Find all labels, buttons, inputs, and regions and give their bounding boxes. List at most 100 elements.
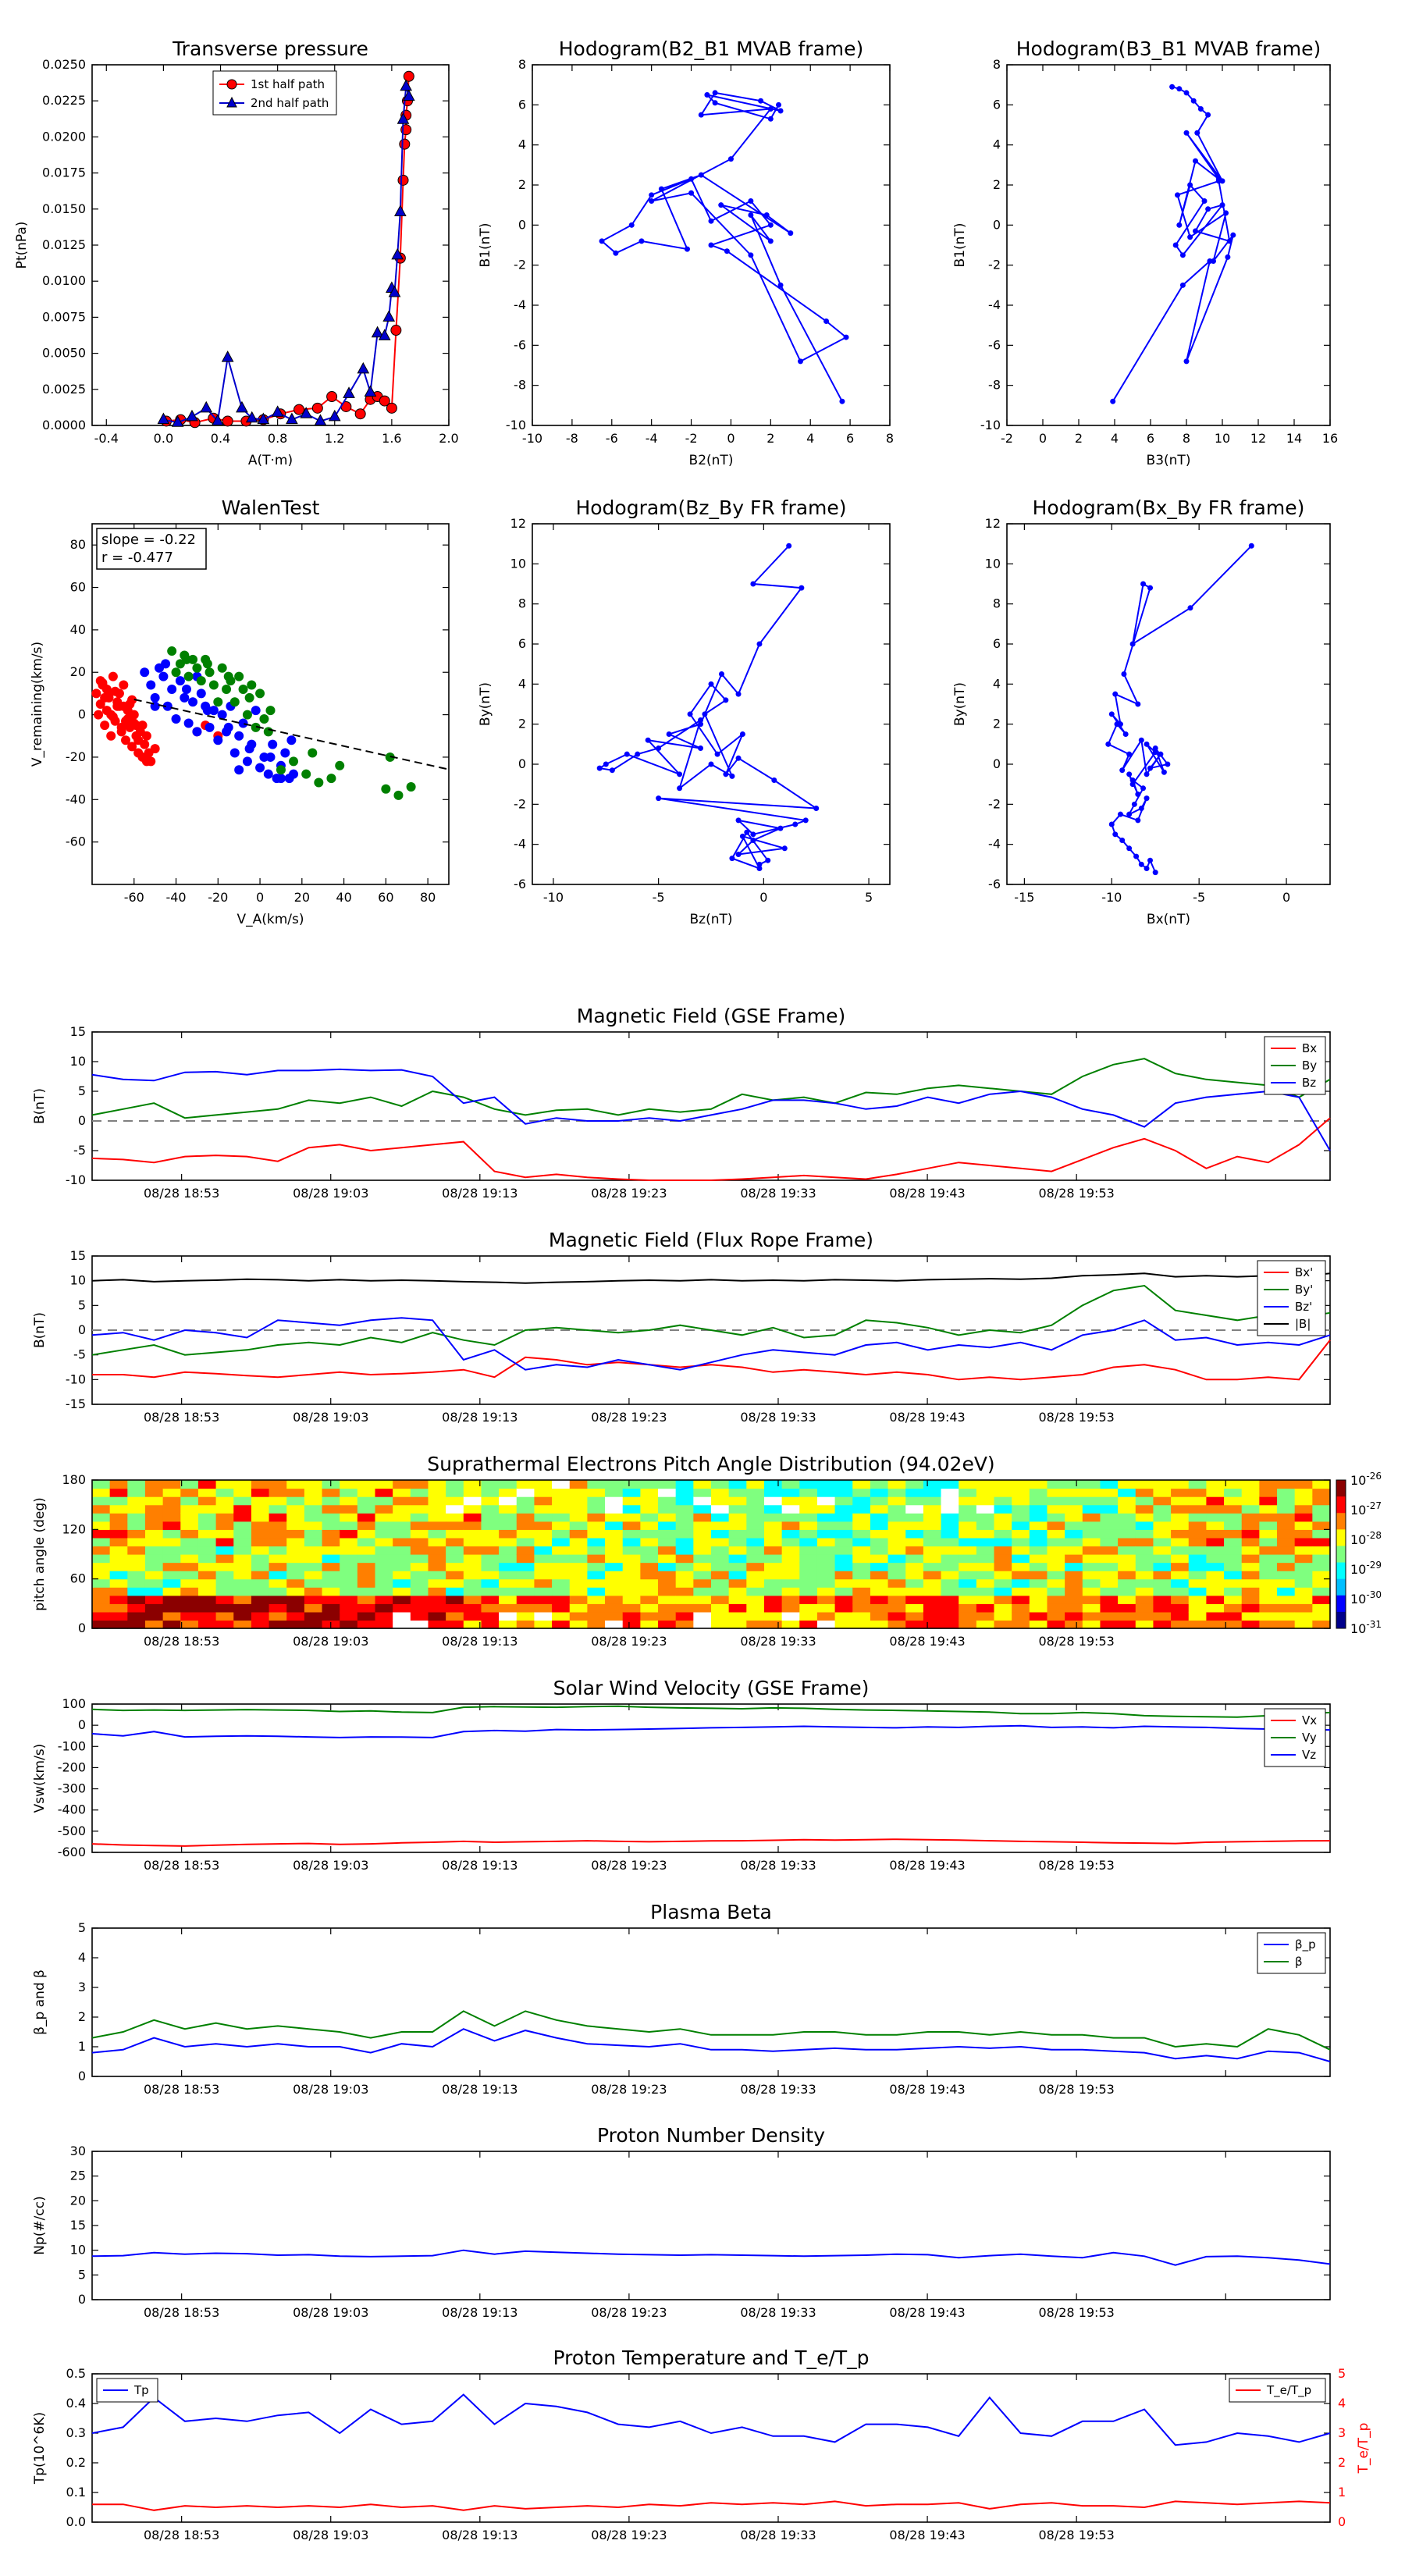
heatmap-cell bbox=[640, 1513, 659, 1522]
heatmap-cell bbox=[410, 1611, 429, 1621]
heatmap-cell bbox=[251, 1513, 270, 1522]
heatmap-cell bbox=[1188, 1529, 1207, 1539]
heatmap-cell bbox=[1224, 1521, 1243, 1530]
heatmap-cell bbox=[410, 1554, 429, 1564]
heatmap-cell bbox=[322, 1521, 340, 1530]
heatmap-cell bbox=[1065, 1562, 1083, 1571]
y-tick-label: 0 bbox=[78, 1621, 86, 1635]
heatmap-cell bbox=[1100, 1578, 1119, 1588]
heatmap-cell bbox=[763, 1611, 783, 1621]
heatmap-cell bbox=[304, 1504, 323, 1514]
data-point bbox=[649, 198, 655, 205]
heatmap-cell bbox=[1241, 1603, 1260, 1613]
heatmap-cell bbox=[233, 1496, 252, 1506]
heatmap-cell bbox=[428, 1504, 446, 1514]
data-point bbox=[94, 710, 104, 720]
heatmap-cell bbox=[1029, 1562, 1048, 1571]
chart-hodogram-bx-by: Hodogram(Bx_By FR frame)Bx(nT)By(nT)-15-… bbox=[952, 496, 1331, 927]
heatmap-cell bbox=[834, 1504, 853, 1514]
data-point bbox=[245, 411, 258, 423]
y-tick-label: -400 bbox=[58, 1802, 86, 1817]
heatmap-cell bbox=[251, 1504, 270, 1514]
heatmap-cell bbox=[834, 1480, 853, 1489]
heatmap-cell bbox=[746, 1537, 765, 1547]
legend-label: By bbox=[1302, 1059, 1317, 1073]
data-point bbox=[786, 543, 792, 549]
heatmap-cell bbox=[728, 1504, 747, 1514]
heatmap-cell bbox=[1277, 1595, 1296, 1604]
heatmap-cell bbox=[375, 1554, 393, 1564]
heatmap-cell bbox=[446, 1537, 464, 1547]
y-tick-label: -2 bbox=[988, 258, 1001, 272]
heatmap-cell bbox=[534, 1529, 553, 1539]
heatmap-cell bbox=[215, 1595, 234, 1604]
heatmap-cell bbox=[569, 1504, 588, 1514]
data-point bbox=[390, 325, 402, 336]
y-tick-label: -4 bbox=[514, 837, 526, 852]
heatmap-cell bbox=[1206, 1578, 1225, 1588]
heatmap-cell bbox=[269, 1496, 287, 1506]
heatmap-cell bbox=[923, 1587, 942, 1596]
heatmap-cell bbox=[357, 1546, 376, 1555]
series-line bbox=[91, 1058, 1331, 1119]
legend-label: T_e/T_p bbox=[1266, 2383, 1311, 2398]
y-tick-label: 5 bbox=[78, 1083, 86, 1098]
heatmap-cell bbox=[481, 1537, 500, 1547]
heatmap-cell bbox=[463, 1504, 482, 1514]
data-point bbox=[161, 659, 171, 669]
heatmap-cell bbox=[393, 1620, 411, 1629]
heatmap-cell bbox=[1259, 1587, 1278, 1596]
heatmap-cell bbox=[711, 1554, 730, 1564]
heatmap-cell bbox=[994, 1521, 1012, 1530]
heatmap-cell bbox=[746, 1504, 765, 1514]
heatmap-cell bbox=[870, 1513, 889, 1522]
heatmap-cell bbox=[587, 1603, 606, 1613]
heatmap-cell bbox=[1118, 1554, 1136, 1564]
heatmap-cell bbox=[763, 1603, 783, 1613]
heatmap-cell bbox=[1012, 1595, 1030, 1604]
heatmap-cell bbox=[286, 1611, 305, 1621]
data-point bbox=[688, 190, 695, 196]
data-point bbox=[698, 717, 704, 724]
heatmap-cell bbox=[1171, 1496, 1190, 1506]
heatmap-cell bbox=[1171, 1571, 1190, 1580]
heatmap-cell bbox=[870, 1546, 889, 1555]
heatmap-cell bbox=[428, 1496, 446, 1506]
heatmap-cell bbox=[516, 1529, 535, 1539]
data-point bbox=[196, 688, 206, 699]
colorbar-tick-exponent: -31 bbox=[1366, 1619, 1382, 1630]
data-point bbox=[265, 752, 276, 762]
heatmap-cell bbox=[1065, 1603, 1083, 1613]
heatmap-cell bbox=[1224, 1562, 1243, 1571]
heatmap-cell bbox=[1294, 1488, 1313, 1497]
heatmap-cell bbox=[728, 1480, 747, 1489]
y-tick-label: 0.0150 bbox=[42, 201, 86, 216]
heatmap-cell bbox=[1312, 1513, 1331, 1522]
y-tick-label: -100 bbox=[58, 1738, 86, 1753]
y-tick-label: 1 bbox=[78, 2039, 86, 2054]
heatmap-cell bbox=[215, 1562, 234, 1571]
annotation-box bbox=[96, 528, 207, 570]
data-point bbox=[677, 771, 683, 777]
heatmap-cell bbox=[816, 1587, 836, 1596]
heatmap-cell bbox=[569, 1562, 588, 1571]
data-point bbox=[1144, 741, 1150, 747]
heatmap-cell bbox=[552, 1496, 571, 1506]
data-point bbox=[750, 838, 756, 844]
heatmap-cell bbox=[357, 1595, 376, 1604]
heatmap-cell bbox=[1224, 1529, 1243, 1539]
heatmap-cell bbox=[127, 1480, 146, 1489]
heatmap-cell bbox=[1029, 1603, 1048, 1613]
heatmap-cell bbox=[1100, 1554, 1119, 1564]
y-tick-label: -20 bbox=[66, 749, 86, 764]
heatmap-cell bbox=[941, 1595, 959, 1604]
heatmap-cell bbox=[1029, 1578, 1048, 1588]
heatmap-cell bbox=[1206, 1546, 1225, 1555]
heatmap-cell bbox=[711, 1504, 730, 1514]
heatmap-cell bbox=[1012, 1521, 1030, 1530]
heatmap-cell bbox=[976, 1488, 995, 1497]
heatmap-cell bbox=[109, 1611, 128, 1621]
data-point bbox=[386, 402, 397, 414]
data-point bbox=[1133, 853, 1140, 859]
heatmap-cell bbox=[269, 1480, 287, 1489]
